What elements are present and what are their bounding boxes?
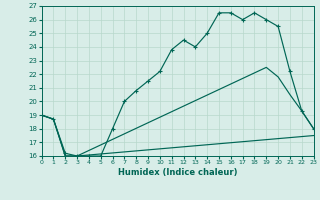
X-axis label: Humidex (Indice chaleur): Humidex (Indice chaleur) xyxy=(118,168,237,177)
